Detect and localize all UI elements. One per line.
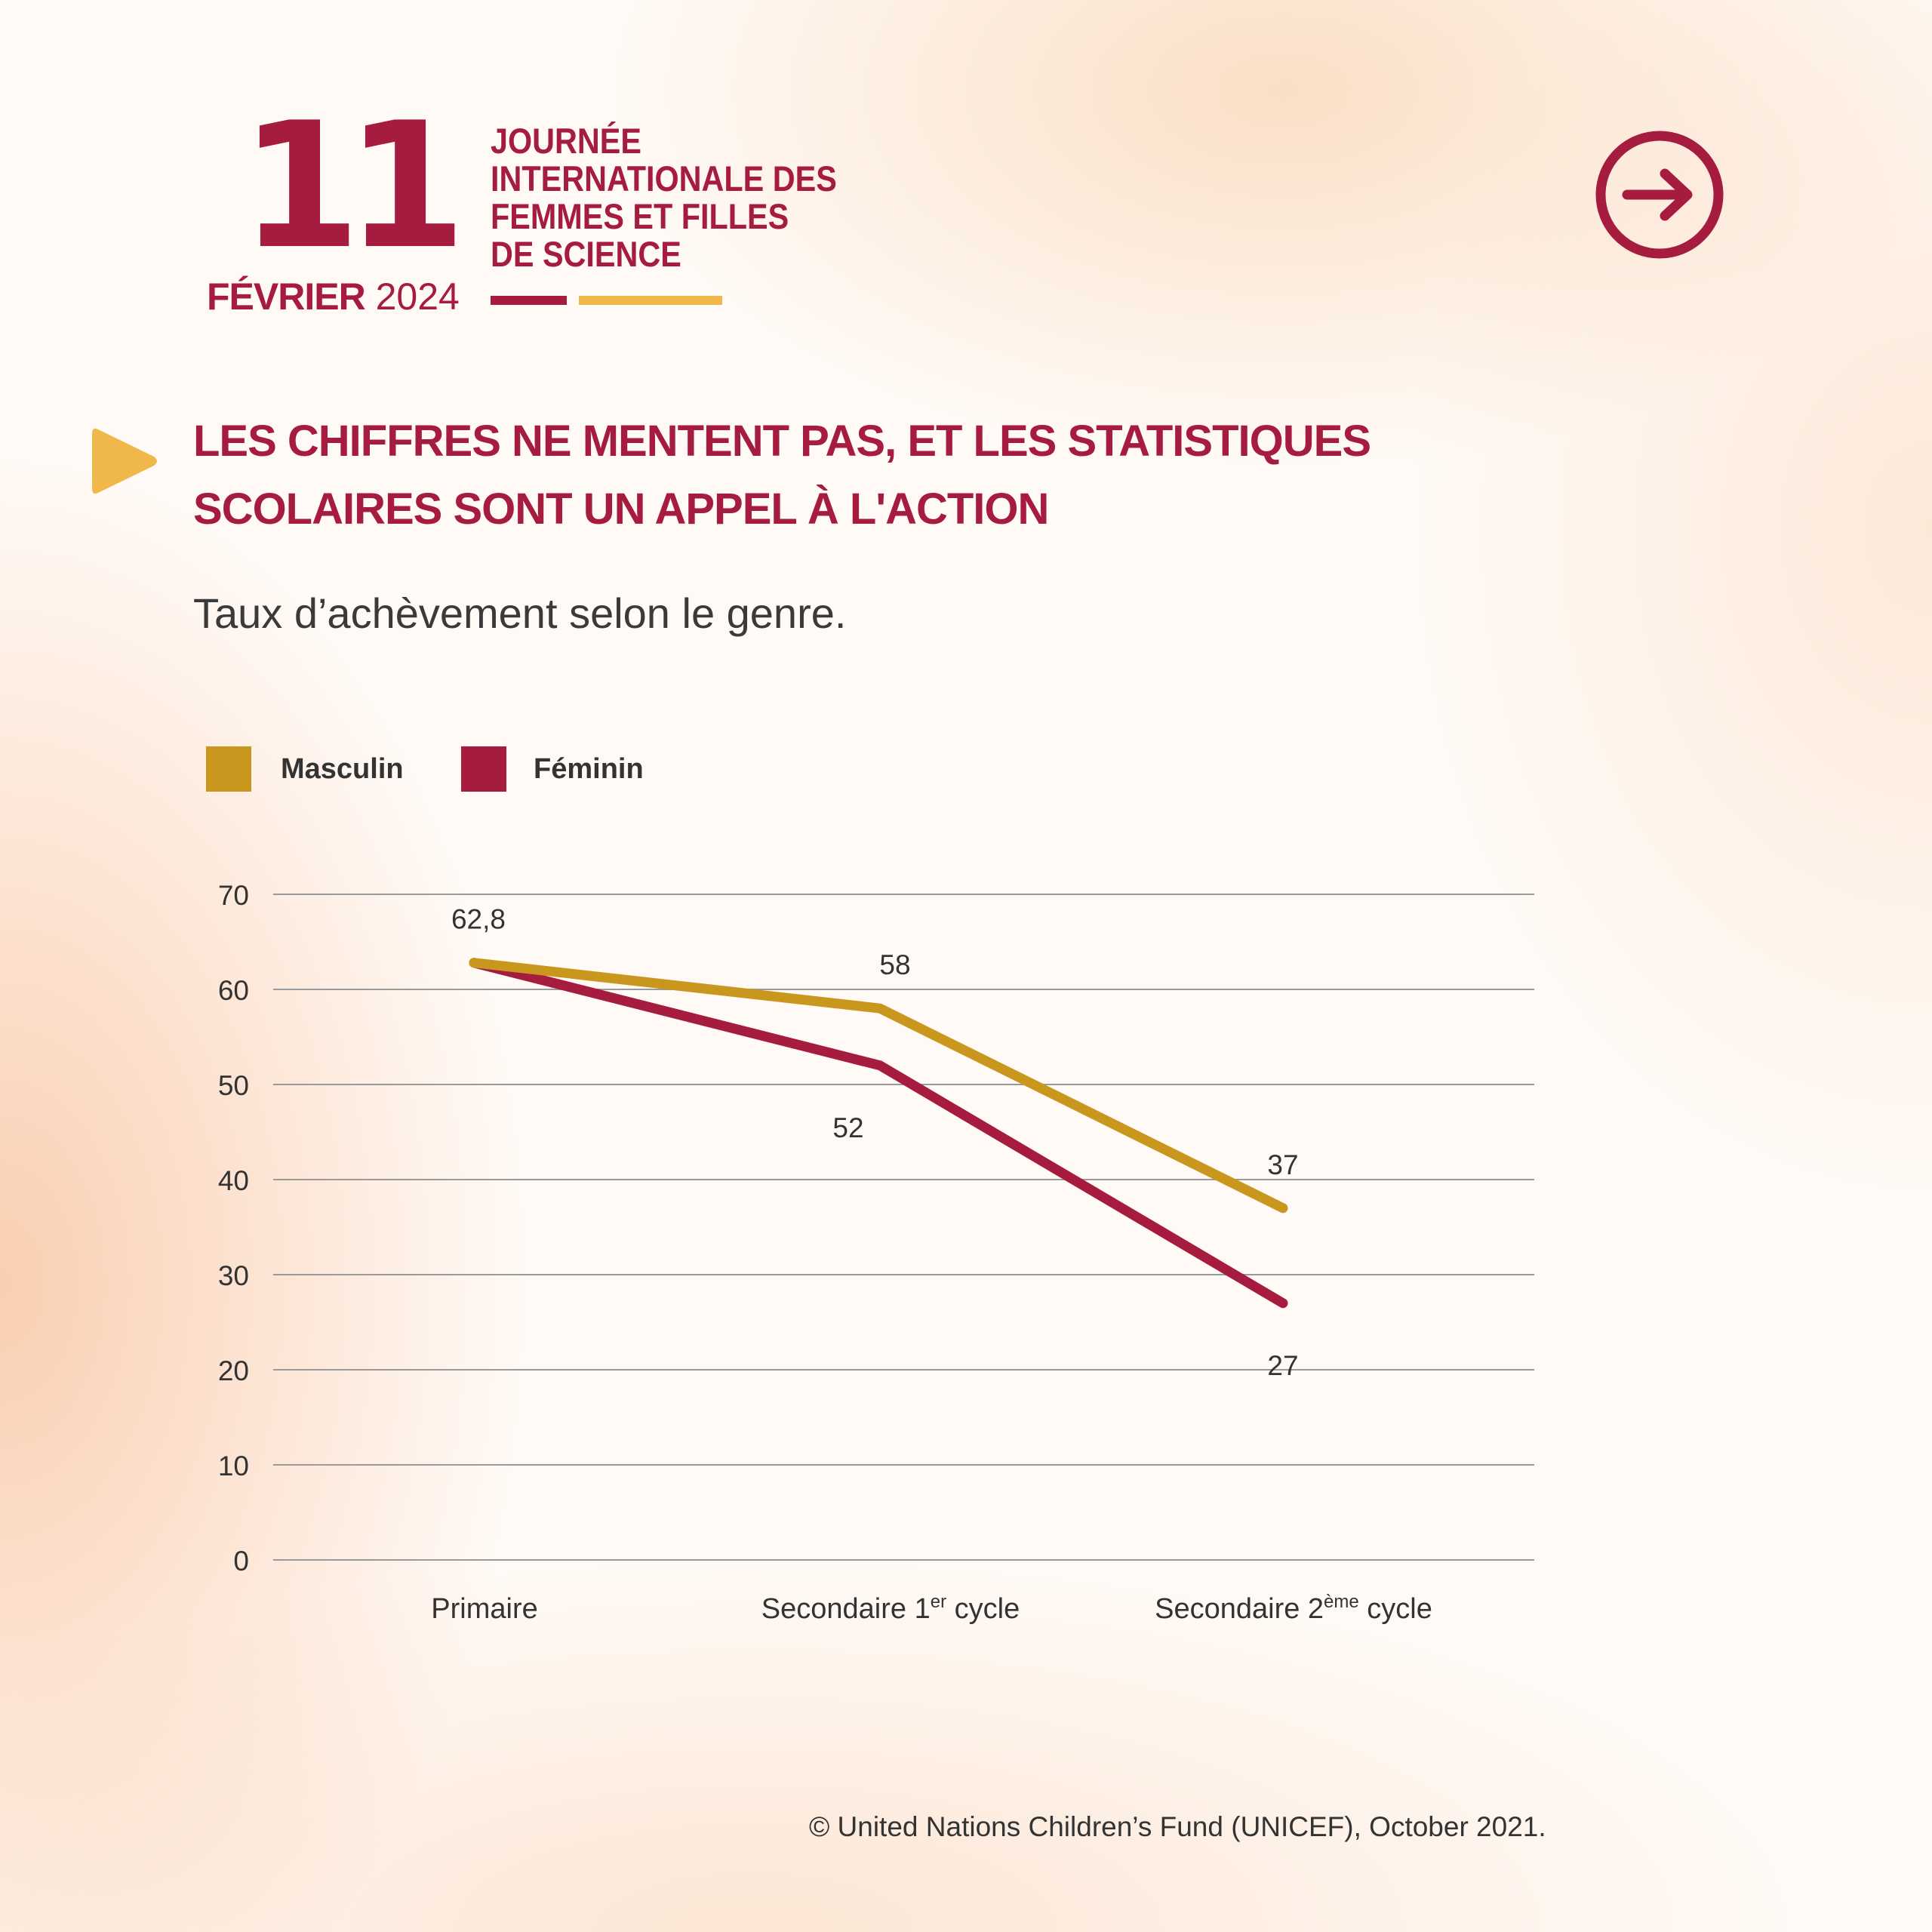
series-line-masculin (469, 958, 1288, 1214)
event-title-line: DE SCIENCE (491, 234, 681, 274)
y-tick-label: 50 (218, 1070, 249, 1101)
x-tick-label: Secondaire 1er cycle (761, 1592, 1020, 1625)
source-credit: © United Nations Children’s Fund (UNICEF… (809, 1811, 1546, 1842)
play-triangle-icon (92, 428, 157, 494)
legend-label-masculin: Masculin (281, 753, 404, 785)
y-tick-label: 20 (218, 1355, 249, 1386)
y-tick-label: 10 (218, 1451, 249, 1481)
x-tick-label: Secondaire 2ème cycle (1155, 1592, 1432, 1625)
heading: LES CHIFFRES NE MENTENT PAS, ET LES STAT… (193, 408, 1371, 543)
data-label: 58 (879, 949, 910, 980)
accent-bar-yellow (579, 296, 722, 305)
event-title-line: JOURNÉE (491, 121, 641, 161)
data-label: 62,8 (451, 904, 506, 935)
heading-line: LES CHIFFRES NE MENTENT PAS, ET LES STAT… (193, 417, 1371, 466)
y-tick-label: 40 (218, 1165, 249, 1196)
month: FÉVRIER (207, 275, 366, 318)
date-day: 11 (240, 86, 466, 288)
data-label: 37 (1267, 1149, 1298, 1180)
heading-line: SCOLAIRES SONT UN APPEL À L'ACTION (193, 485, 1049, 534)
event-title: JOURNÉE INTERNATIONALE DES FEMMES ET FIL… (491, 122, 837, 273)
event-title-line: INTERNATIONALE DES (491, 158, 837, 198)
year: 2024 (375, 275, 460, 318)
y-tick-label: 30 (218, 1260, 249, 1291)
x-tick-label: Primaire (431, 1593, 537, 1625)
date-month-year: FÉVRIER 2024 (207, 278, 460, 315)
accent-bar-red (491, 296, 567, 305)
chart-subtitle: Taux d’achèvement selon le genre. (193, 589, 847, 637)
data-label: 27 (1267, 1350, 1298, 1381)
event-title-line: FEMMES ET FILLES (491, 196, 789, 236)
y-tick-label: 70 (218, 880, 249, 911)
legend-swatch-masculin (206, 746, 251, 792)
legend-label-feminin: Féminin (534, 753, 644, 785)
series-line-féminin (469, 958, 1288, 1309)
data-label: 52 (832, 1112, 863, 1143)
y-tick-label: 0 (233, 1546, 249, 1577)
legend-swatch-feminin (461, 746, 506, 792)
arrow-right-circle-icon[interactable] (1595, 131, 1724, 259)
y-tick-label: 60 (218, 975, 249, 1006)
